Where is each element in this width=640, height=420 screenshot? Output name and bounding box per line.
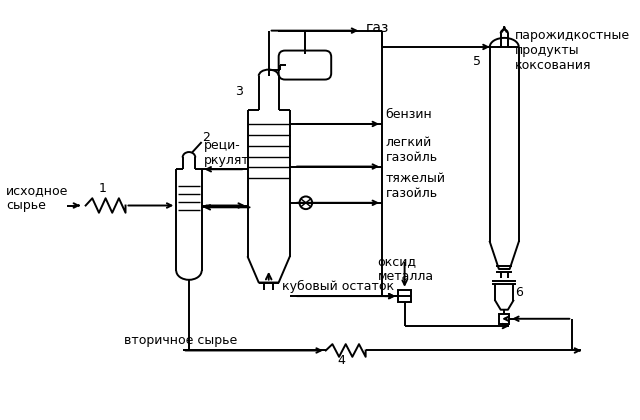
- Text: реци-
ркулят: реци- ркулят: [204, 139, 249, 167]
- Text: легкий
газойль: легкий газойль: [385, 136, 438, 164]
- Bar: [398, 290, 411, 302]
- Text: 1: 1: [99, 182, 106, 195]
- Text: исходное
сырье: исходное сырье: [6, 184, 68, 212]
- Circle shape: [300, 197, 312, 209]
- Text: кубовый остаток: кубовый остаток: [282, 280, 394, 294]
- FancyBboxPatch shape: [278, 50, 332, 79]
- Text: вторичное сырье: вторичное сырье: [124, 334, 237, 347]
- Text: бензин: бензин: [385, 108, 433, 121]
- Text: 2: 2: [202, 131, 211, 144]
- Text: 5: 5: [474, 55, 481, 68]
- Bar: [499, 314, 509, 324]
- Text: тяжелый
газойль: тяжелый газойль: [385, 172, 445, 200]
- Text: 6: 6: [515, 286, 523, 299]
- Text: газ: газ: [365, 21, 389, 35]
- Text: парожидкостные
продукты
коксования: парожидкостные продукты коксования: [515, 29, 630, 72]
- Text: оксид
металла: оксид металла: [378, 255, 433, 284]
- Text: 3: 3: [235, 85, 243, 98]
- Text: 4: 4: [337, 354, 345, 367]
